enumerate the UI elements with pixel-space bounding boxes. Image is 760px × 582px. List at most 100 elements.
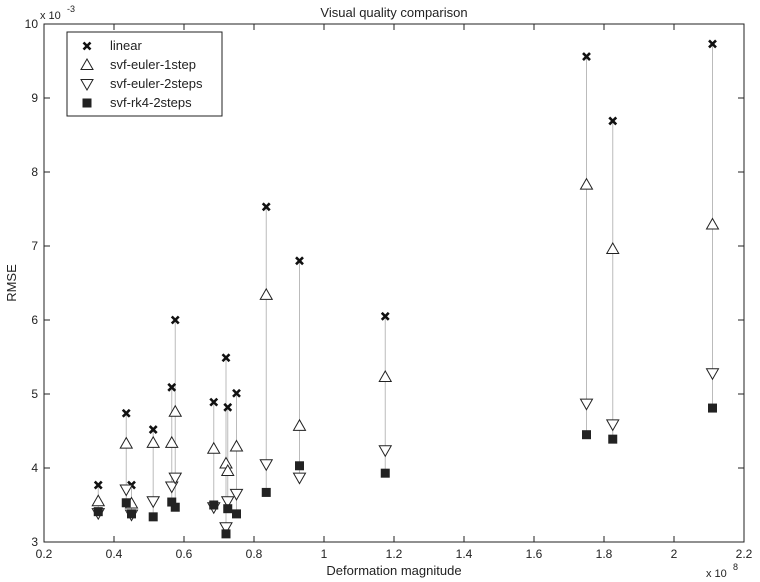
x-tick-label: 1 xyxy=(321,547,328,561)
marker-stroke xyxy=(209,397,219,407)
y-exponent-power: -3 xyxy=(67,4,75,14)
point-svf-euler-1step xyxy=(220,463,235,476)
legend-label-svf-rk4-2steps: svf-rk4-2steps xyxy=(110,95,192,110)
point-svf-euler-1step xyxy=(206,441,221,454)
point-svf-euler-1step xyxy=(91,494,106,507)
marker-stroke xyxy=(708,39,717,49)
point-linear xyxy=(121,408,131,418)
point-linear xyxy=(380,311,390,321)
legend-label-linear: linear xyxy=(110,38,142,53)
marker-stroke xyxy=(167,382,177,392)
marker-stroke xyxy=(170,315,180,325)
x-tick-label: 0.4 xyxy=(106,547,123,561)
legend-label-svf-euler-1step: svf-euler-1step xyxy=(110,57,196,72)
point-linear xyxy=(295,256,304,266)
point-svf-euler-1step xyxy=(605,241,620,254)
point-svf-rk4-2steps xyxy=(232,509,241,519)
x-tick-label: 2.2 xyxy=(736,547,753,561)
point-linear xyxy=(232,388,241,398)
point-svf-euler-1step xyxy=(146,435,161,448)
point-svf-euler-2steps xyxy=(705,368,720,381)
point-svf-euler-2steps xyxy=(579,398,594,411)
point-linear xyxy=(223,402,233,412)
x-tick-label: 1.8 xyxy=(596,547,613,561)
point-svf-rk4-2steps xyxy=(167,497,177,507)
point-svf-rk4-2steps xyxy=(127,509,136,519)
point-svf-rk4-2steps xyxy=(209,500,219,510)
point-svf-euler-2steps xyxy=(378,445,393,458)
legend-symbol xyxy=(82,41,92,51)
point-svf-rk4-2steps xyxy=(223,504,233,514)
point-svf-euler-2steps xyxy=(220,496,235,509)
x-tick-label: 0.2 xyxy=(36,547,53,561)
marker-stroke xyxy=(221,353,231,363)
y-tick-label: 3 xyxy=(31,535,38,549)
marker-stroke xyxy=(82,41,92,51)
point-svf-rk4-2steps xyxy=(221,529,231,539)
legend-symbol xyxy=(80,79,94,92)
legend-symbol xyxy=(82,98,92,108)
legend: linear svf-euler-1step svf-euler-2steps … xyxy=(66,31,223,117)
point-svf-euler-2steps xyxy=(259,459,274,472)
point-svf-euler-1step xyxy=(229,439,244,452)
data-markers xyxy=(91,39,720,539)
x-tick-label: 2 xyxy=(671,547,678,561)
point-svf-rk4-2steps xyxy=(93,507,103,517)
x-axis-label: Deformation magnitude xyxy=(326,563,461,578)
point-svf-euler-2steps xyxy=(292,472,307,485)
x-exponent-power: 8 xyxy=(733,562,738,572)
point-svf-rk4-2steps xyxy=(148,512,158,522)
marker-stroke xyxy=(223,402,233,412)
point-svf-rk4-2steps xyxy=(708,403,717,413)
y-tick-label: 10 xyxy=(25,17,39,31)
chart-title: Visual quality comparison xyxy=(320,5,467,20)
legend-marker-svf-euler-2steps xyxy=(80,79,94,92)
y-axis-label: RMSE xyxy=(4,264,19,302)
point-svf-rk4-2steps xyxy=(261,487,271,497)
point-svf-euler-2steps xyxy=(164,481,179,494)
point-linear xyxy=(708,39,717,49)
x-exponent-base: x 10 xyxy=(706,568,727,580)
y-tick-label: 9 xyxy=(31,91,38,105)
point-svf-rk4-2steps xyxy=(295,461,304,471)
marker-stroke xyxy=(380,311,390,321)
point-linear xyxy=(209,397,219,407)
point-svf-rk4-2steps xyxy=(608,434,618,444)
point-svf-rk4-2steps xyxy=(170,502,180,512)
x-tick-label: 1.2 xyxy=(386,547,403,561)
y-exponent-base: x 10 xyxy=(40,10,61,22)
point-svf-euler-2steps xyxy=(146,496,161,509)
marker-stroke xyxy=(261,202,271,212)
legend-marker-svf-euler-1step xyxy=(80,57,94,70)
marker-stroke xyxy=(582,52,591,61)
point-svf-rk4-2steps xyxy=(121,498,131,508)
x-axis: 0.2 0.4 0.6 0.8 1 1.2 1.4 1.6 1.8 2 2.2 xyxy=(36,24,753,561)
x-tick-label: 0.6 xyxy=(176,547,193,561)
y-tick-label: 7 xyxy=(31,239,38,253)
point-linear xyxy=(221,353,231,363)
point-linear xyxy=(261,202,271,212)
point-svf-euler-2steps xyxy=(168,472,183,485)
point-svf-euler-1step xyxy=(259,287,274,300)
point-svf-euler-1step xyxy=(378,369,393,382)
x-tick-label: 1.6 xyxy=(526,547,543,561)
point-svf-euler-2steps xyxy=(605,419,620,432)
point-svf-euler-1step xyxy=(705,217,720,230)
point-svf-euler-2steps xyxy=(229,488,244,501)
point-svf-euler-1step xyxy=(119,436,134,449)
y-tick-label: 8 xyxy=(31,165,38,179)
legend-box xyxy=(66,31,223,117)
point-svf-rk4-2steps xyxy=(380,468,390,478)
point-svf-euler-1step xyxy=(292,418,307,431)
point-svf-euler-2steps xyxy=(119,484,134,497)
point-linear xyxy=(170,315,180,325)
marker-stroke xyxy=(93,480,103,490)
y-tick-label: 4 xyxy=(31,461,38,475)
marker-stroke xyxy=(232,388,241,398)
y-axis: 3 4 5 6 7 8 9 10 xyxy=(25,17,744,549)
point-linear xyxy=(608,116,618,126)
point-svf-euler-2steps xyxy=(219,522,233,535)
x-tick-label: 1.4 xyxy=(456,547,473,561)
marker-stroke xyxy=(121,408,131,418)
